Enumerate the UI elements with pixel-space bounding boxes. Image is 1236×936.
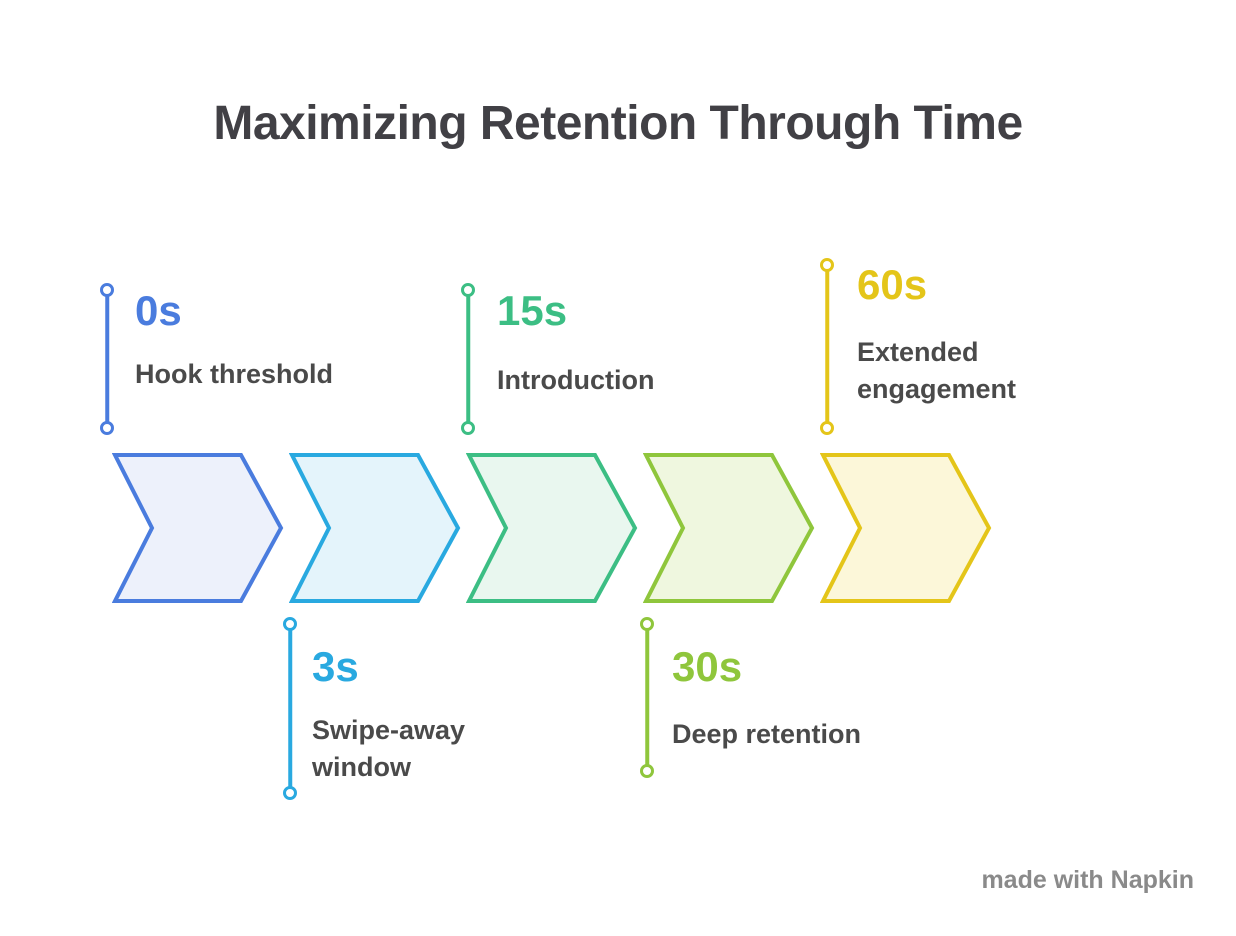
pin-dot — [100, 421, 114, 435]
watermark: made with Napkin — [981, 866, 1194, 894]
time-label: 15s — [497, 287, 568, 334]
chevron-shape — [289, 453, 461, 603]
stage-label-0s: 0s Hook threshold — [135, 290, 365, 476]
chevron-shape — [820, 453, 992, 603]
stage-chevron-0s — [112, 453, 284, 603]
stage-description: Deep retention — [672, 719, 862, 749]
pin-dot — [100, 283, 114, 297]
stage-chevron-15s — [466, 453, 638, 603]
pin-dot — [640, 617, 654, 631]
pin-connector-15s — [461, 283, 475, 435]
stage-chevron-60s — [820, 453, 992, 603]
stage-label-30s: 30s Deep retention — [672, 646, 902, 836]
pin-stem — [825, 267, 829, 426]
pin-stem — [466, 292, 470, 426]
pin-stem — [288, 626, 292, 791]
time-label: 3s — [312, 643, 359, 690]
pin-connector-3s — [283, 617, 297, 800]
pin-connector-30s — [640, 617, 654, 778]
pin-dot — [461, 421, 475, 435]
pin-dot — [283, 786, 297, 800]
pin-dot — [461, 283, 475, 297]
pin-dot — [640, 764, 654, 778]
chevron-shape — [643, 453, 815, 603]
stage-description: Hook threshold — [135, 359, 334, 389]
page-title: Maximizing Retention Through Time — [213, 97, 1023, 150]
pin-stem — [645, 626, 649, 769]
stage-label-60s: 60s Extended engagement — [857, 264, 1087, 454]
stage-label-3s: 3s Swipe-away window — [312, 646, 542, 832]
time-label: 30s — [672, 643, 743, 690]
stage-chevron-3s — [289, 453, 461, 603]
time-label: 0s — [135, 287, 182, 334]
pin-dot — [283, 617, 297, 631]
pin-connector-60s — [820, 258, 834, 435]
pin-connector-0s — [100, 283, 114, 435]
stage-label-15s: 15s Introduction — [497, 290, 727, 482]
stage-description: Swipe-away window — [312, 715, 466, 782]
chevron-shape — [466, 453, 638, 603]
pin-stem — [105, 292, 109, 426]
time-label: 60s — [857, 261, 928, 308]
stage-chevron-30s — [643, 453, 815, 603]
stage-description: Extended engagement — [857, 337, 1017, 404]
chevron-shape — [112, 453, 284, 603]
pin-dot — [820, 258, 834, 272]
pin-dot — [820, 421, 834, 435]
stage-description: Introduction — [497, 365, 655, 395]
